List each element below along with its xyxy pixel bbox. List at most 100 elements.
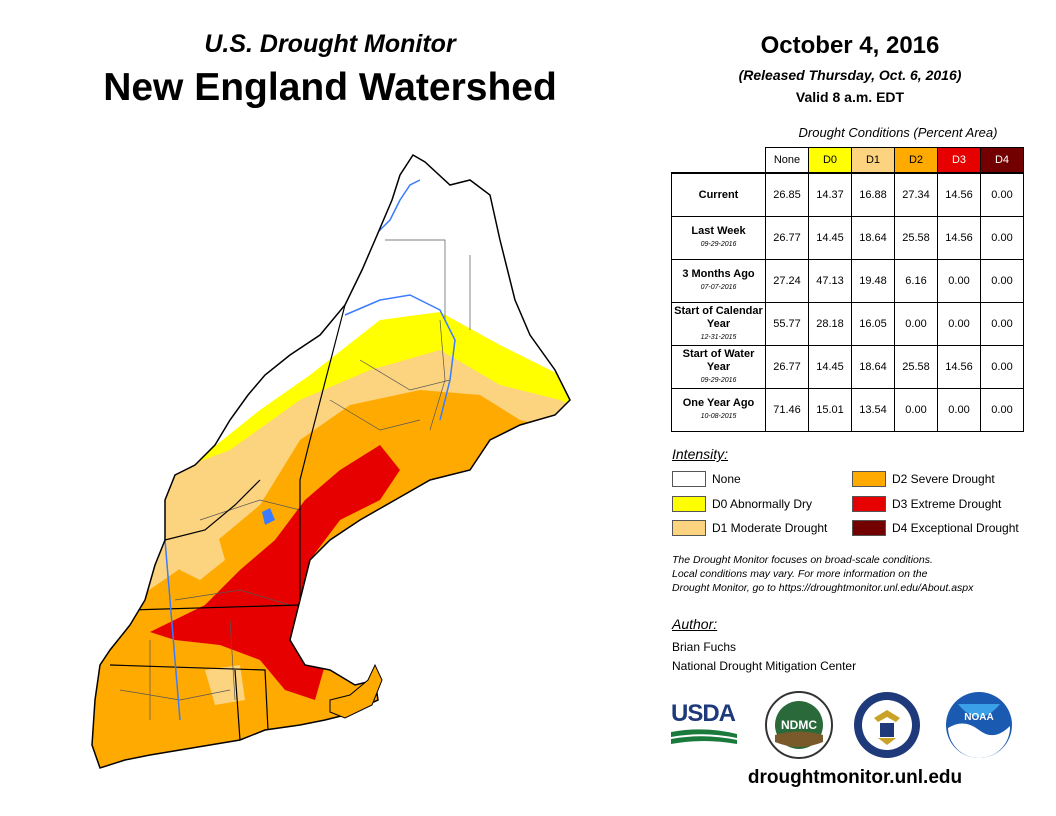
- row-label: Start of Calendar Year 12-31-2015: [671, 302, 766, 346]
- legend-item-d2: D2 Severe Drought: [852, 471, 995, 487]
- row-label: Last Week 09-29-2016: [671, 216, 766, 260]
- legend-label: D1 Moderate Drought: [712, 521, 828, 535]
- note-line: The Drought Monitor focuses on broad-sca…: [672, 554, 933, 566]
- valid-time: Valid 8 a.m. EDT: [795, 89, 905, 105]
- legend-swatch: [852, 471, 886, 487]
- table-cell: 14.56: [937, 216, 981, 260]
- watershed-outline: [91, 153, 571, 769]
- table-row: Last Week 09-29-2016 26.77 14.45 18.64 25…: [671, 216, 1024, 260]
- legend-swatch: [672, 496, 706, 512]
- usda-text: USDA: [671, 700, 736, 727]
- lake: [262, 508, 275, 525]
- table-cell: 0.00: [980, 345, 1024, 389]
- author-block: Brian Fuchs National Drought Mitigation …: [672, 638, 856, 676]
- table-cell: 19.48: [851, 259, 895, 303]
- row-label: 3 Months Ago 07-07-2016: [671, 259, 766, 303]
- legend-item-d0: D0 Abnormally Dry: [672, 496, 812, 512]
- table-cell: 16.88: [851, 172, 895, 217]
- table-cell: 14.56: [937, 345, 981, 389]
- table-cell: 71.46: [765, 388, 809, 432]
- column-header-d4: D4: [980, 147, 1024, 174]
- table-cell: 6.16: [894, 259, 938, 303]
- legend-swatch: [852, 496, 886, 512]
- legend-swatch: [672, 520, 706, 536]
- legend-swatch: [672, 471, 706, 487]
- d1-pocket: [180, 525, 225, 580]
- table-cell: 14.37: [808, 172, 852, 217]
- column-header-d2: D2: [894, 147, 938, 174]
- legend-label: D0 Abnormally Dry: [712, 497, 813, 511]
- table-cell: 0.00: [937, 259, 981, 303]
- table-cell: 18.64: [851, 216, 895, 260]
- table-row: Start of Water Year 09-29-2016 26.77 14.4…: [671, 345, 1024, 389]
- table-cell: 0.00: [937, 302, 981, 346]
- table-header-row: None D0 D1 D2 D3 D4: [672, 147, 1024, 174]
- table-cell: 26.77: [765, 216, 809, 260]
- table-cell: 26.85: [765, 172, 809, 217]
- table-cell: 25.58: [894, 216, 938, 260]
- disclaimer-note: The Drought Monitor focuses on broad-sca…: [672, 553, 1047, 595]
- footer-url[interactable]: droughtmonitor.unl.edu: [747, 767, 963, 788]
- row-label: Start of Water Year 09-29-2016: [671, 345, 766, 389]
- legend-swatch: [852, 520, 886, 536]
- table-cell: 13.54: [851, 388, 895, 432]
- table-cell: 15.01: [808, 388, 852, 432]
- table-corner: [672, 148, 766, 174]
- river: [344, 294, 456, 421]
- legend-label: None: [712, 472, 741, 486]
- table-cell: 26.77: [765, 345, 809, 389]
- table-cell: 18.64: [851, 345, 895, 389]
- region-title: New England Watershed: [103, 66, 557, 109]
- map-date: October 4, 2016: [760, 32, 940, 59]
- row-label: One Year Ago 10-08-2015: [671, 388, 766, 432]
- release-date: (Released Thursday, Oct. 6, 2016): [738, 67, 962, 83]
- table-cell: 28.18: [808, 302, 852, 346]
- author-org: National Drought Mitigation Center: [672, 659, 857, 673]
- column-header-d0: D0: [808, 147, 852, 174]
- table-cell: 0.00: [980, 216, 1024, 260]
- column-header-none: None: [765, 147, 809, 174]
- author-name: Brian Fuchs: [672, 640, 737, 654]
- d3-area: [150, 445, 400, 700]
- legend-label: D2 Severe Drought: [892, 472, 995, 486]
- state-boundaries: [109, 304, 346, 741]
- column-header-d3: D3: [937, 147, 981, 174]
- table-cell: 47.13: [808, 259, 852, 303]
- table-cell: 0.00: [980, 388, 1024, 432]
- legend-item-d1: D1 Moderate Drought: [672, 520, 827, 536]
- table-cell: 0.00: [894, 388, 938, 432]
- legend-heading: Intensity:: [672, 446, 729, 462]
- legend-label: D4 Exceptional Drought: [892, 521, 1019, 535]
- noaa-text: NOAA: [964, 712, 993, 723]
- table-row: Current 26.85 14.37 16.88 27.34 14.56 0.…: [671, 172, 1024, 217]
- author-heading: Author:: [672, 616, 718, 632]
- row-label: Current: [671, 172, 766, 217]
- table-cell: 0.00: [937, 388, 981, 432]
- table-cell: 0.00: [980, 172, 1024, 217]
- legend-item-none: None: [672, 471, 741, 487]
- county-lines: [119, 239, 471, 720]
- table-cell: 14.45: [808, 216, 852, 260]
- table-cell: 16.05: [851, 302, 895, 346]
- table-row: 3 Months Ago 07-07-2016 27.24 47.13 19.48…: [671, 259, 1024, 303]
- legend-item-d3: D3 Extreme Drought: [852, 496, 1001, 512]
- usda-logo: USDA: [671, 700, 737, 753]
- map-title: U.S. Drought Monitor: [204, 30, 456, 58]
- column-header-d1: D1: [851, 147, 895, 174]
- ndmc-logo: NDMC: [765, 691, 833, 759]
- table-cell: 27.34: [894, 172, 938, 217]
- usda-field-icon: [671, 729, 737, 744]
- ndmc-text: NDMC: [781, 718, 817, 732]
- table-cell: 14.56: [937, 172, 981, 217]
- table-row: Start of Calendar Year 12-31-2015 55.77 2…: [671, 302, 1024, 346]
- table-cell: 0.00: [980, 259, 1024, 303]
- river: [369, 179, 421, 241]
- commerce-seal-icon: [854, 692, 920, 758]
- drought-map: [91, 153, 571, 769]
- note-line: Local conditions may vary. For more info…: [672, 568, 928, 580]
- noaa-logo: NOAA: [946, 692, 1012, 759]
- table-cell: 0.00: [980, 302, 1024, 346]
- table-cell: 25.58: [894, 345, 938, 389]
- table-cell: 55.77: [765, 302, 809, 346]
- table-caption: Drought Conditions (Percent Area): [798, 125, 998, 140]
